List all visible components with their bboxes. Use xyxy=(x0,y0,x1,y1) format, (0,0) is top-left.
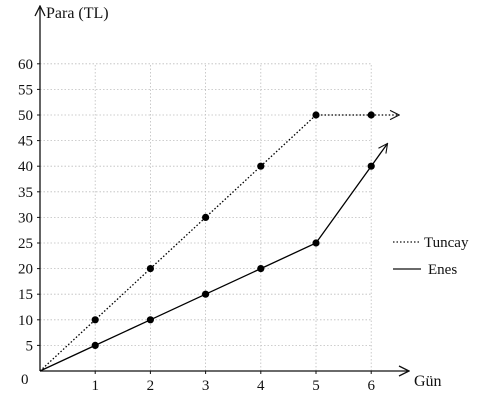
x-tick-label-5: 5 xyxy=(312,378,320,394)
point-enes-3 xyxy=(202,290,210,298)
point-tuncay-2 xyxy=(146,265,154,273)
point-tuncay-5 xyxy=(312,111,320,119)
y-tick-label-5: 5 xyxy=(26,338,34,354)
x-tick-label-2: 2 xyxy=(147,378,155,394)
point-enes-6 xyxy=(367,162,375,170)
y-axis-label: Para (TL) xyxy=(46,5,109,22)
y-tick-label-25: 25 xyxy=(18,236,33,252)
y-tick-label-60: 60 xyxy=(18,57,33,73)
x-axis-label: Gün xyxy=(414,373,442,390)
legend: Tuncay Enes xyxy=(393,235,469,278)
point-enes-1 xyxy=(91,341,99,349)
x-tick-label-4: 4 xyxy=(257,378,265,394)
grid xyxy=(40,63,372,371)
x-tick-label-6: 6 xyxy=(367,378,375,394)
series-layer xyxy=(39,111,399,372)
y-tick-label-10: 10 xyxy=(18,313,33,329)
y-tick-label-45: 45 xyxy=(18,134,33,150)
x-tick-label-3: 3 xyxy=(202,378,210,394)
point-tuncay-6 xyxy=(367,111,375,119)
x-tick-labels: 1 2 3 4 5 6 xyxy=(91,371,375,394)
point-enes-5 xyxy=(312,239,320,247)
y-tick-label-55: 55 xyxy=(18,82,33,98)
y-tick-label-20: 20 xyxy=(18,262,33,278)
series-arrow-enes xyxy=(370,143,387,167)
legend-label-tuncay: Tuncay xyxy=(424,235,469,251)
point-tuncay-1 xyxy=(91,316,99,324)
point-tuncay-4 xyxy=(257,162,265,170)
point-tuncay-3 xyxy=(202,213,210,221)
origin-label: 0 xyxy=(21,372,29,388)
legend-label-enes: Enes xyxy=(428,262,457,278)
y-tick-labels: 5 10 15 20 25 30 35 40 45 50 55 60 xyxy=(18,57,40,354)
y-tick-label-40: 40 xyxy=(18,159,33,175)
y-tick-label-35: 35 xyxy=(18,185,33,201)
y-tick-label-30: 30 xyxy=(18,210,33,226)
point-enes-4 xyxy=(257,265,265,273)
x-tick-label-1: 1 xyxy=(91,378,99,394)
y-tick-label-50: 50 xyxy=(18,108,33,124)
point-enes-2 xyxy=(146,316,154,324)
y-tick-label-15: 15 xyxy=(18,287,33,303)
